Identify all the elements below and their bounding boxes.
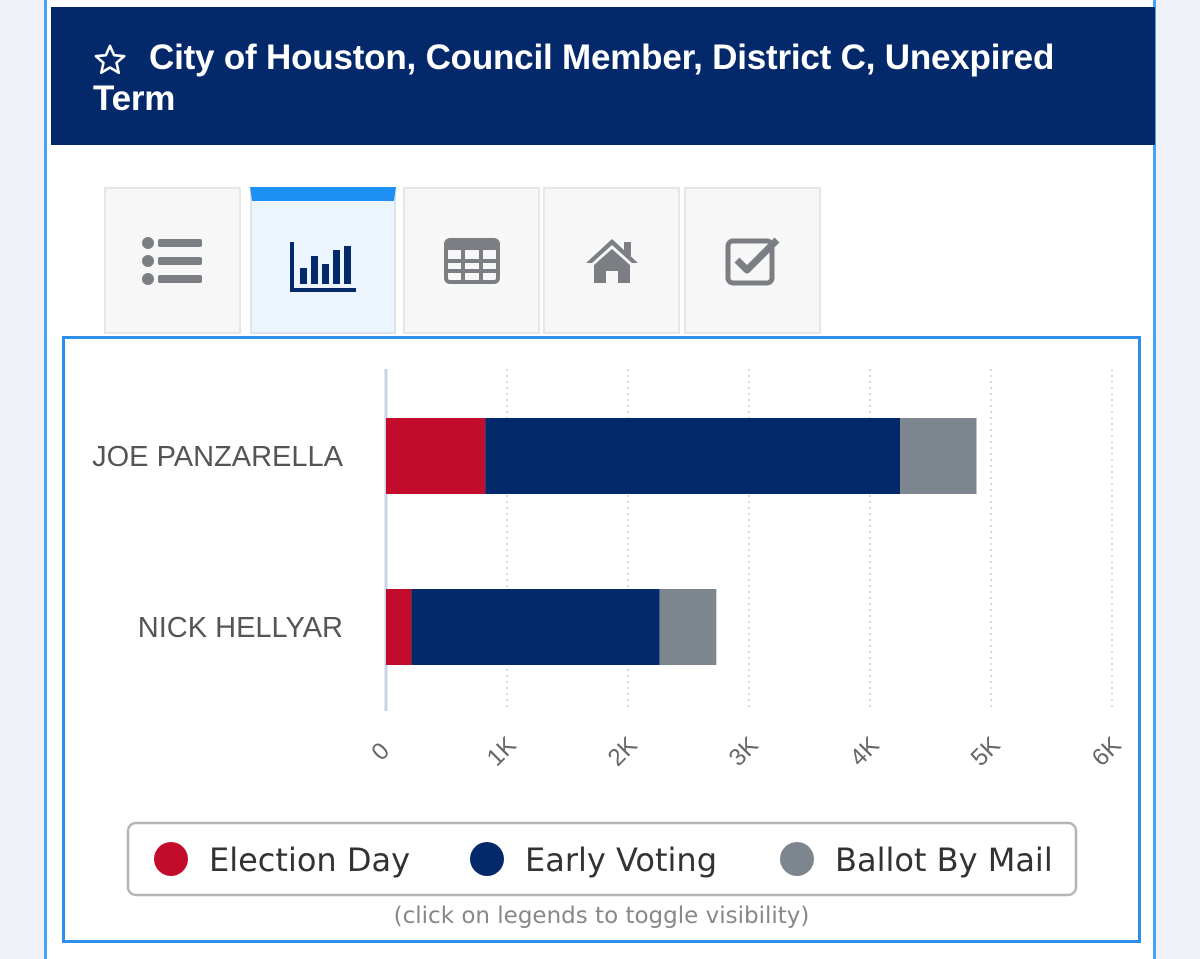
bar-segment[interactable] (485, 418, 901, 494)
bar-segment[interactable] (659, 589, 717, 665)
legend-hint: (click on legends to toggle visibility) (393, 903, 810, 929)
bar-segment[interactable] (386, 418, 486, 494)
results-bar-chart: 0 1K 2K 3K 4K 5K 6K JOE PANZARELLA NICK HELLYAR E… (92, 369, 1127, 897)
legend-label[interactable]: Ballot By Mail (835, 841, 1053, 879)
star-outline-icon[interactable] (93, 43, 127, 77)
legend-marker[interactable] (780, 842, 814, 876)
x-tick-label: 1K (482, 732, 522, 772)
x-tick-label: 3K (724, 732, 764, 772)
checkbox-icon (725, 237, 779, 285)
legend-box (126, 821, 1078, 897)
legend-label[interactable]: Early Voting (525, 841, 717, 879)
tab-table[interactable] (403, 187, 540, 334)
category-label: NICK HELLYAR (138, 612, 343, 644)
bar-chart-icon (290, 241, 356, 292)
bar-segment[interactable] (900, 418, 977, 494)
category-label: JOE PANZARELLA (92, 441, 344, 473)
x-tick-label: 0 (366, 737, 395, 766)
x-tick-label: 6K (1087, 732, 1127, 772)
legend-marker[interactable] (470, 842, 504, 876)
home-icon (585, 238, 638, 283)
race-header: City of Houston, Council Member, Distric… (51, 7, 1155, 145)
tab-checklist[interactable] (684, 187, 821, 334)
tab-list[interactable] (104, 187, 241, 334)
x-tick-label: 2K (603, 732, 643, 772)
tab-home[interactable] (543, 187, 680, 334)
list-icon (141, 236, 202, 285)
legend-label[interactable]: Election Day (209, 841, 410, 879)
bar-segment[interactable] (411, 589, 660, 665)
bar-segment[interactable] (386, 589, 412, 665)
legend-marker[interactable] (154, 842, 188, 876)
chart-panel: 0 1K 2K 3K 4K 5K 6K JOE PANZARELLA NICK HELLYAR E… (62, 336, 1141, 943)
x-tick-label: 5K (966, 732, 1006, 772)
race-card: City of Houston, Council Member, Distric… (44, 0, 1156, 959)
table-icon (443, 237, 500, 284)
tab-chart[interactable] (250, 187, 396, 334)
race-title: City of Houston, Council Member, Distric… (93, 38, 1055, 118)
x-tick-label: 4K (845, 732, 885, 772)
